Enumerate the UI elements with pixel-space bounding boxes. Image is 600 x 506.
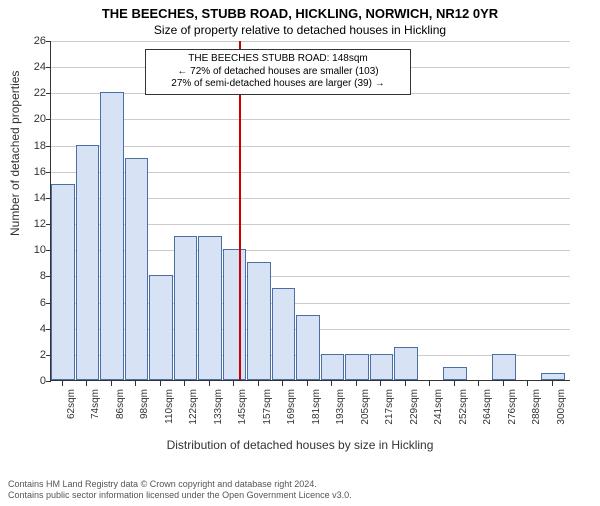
histogram-bar [541, 373, 565, 380]
x-tick-label: 169sqm [286, 389, 297, 425]
y-tick-label: 0 [16, 375, 46, 387]
histogram-bar [321, 354, 345, 380]
x-tick-label: 181sqm [311, 389, 322, 425]
y-tick-mark [46, 172, 51, 173]
y-tick-label: 18 [16, 140, 46, 152]
x-tick-label: 157sqm [262, 389, 273, 425]
y-tick-label: 16 [16, 166, 46, 178]
plot-area: THE BEECHES STUBB ROAD: 148sqm ← 72% of … [50, 41, 570, 381]
x-tick-mark [62, 381, 63, 386]
histogram-bar [149, 275, 173, 380]
grid-line [51, 119, 570, 120]
y-tick-mark [46, 119, 51, 120]
histogram-bar [125, 158, 149, 380]
x-tick-mark [356, 381, 357, 386]
histogram-bar [174, 236, 198, 380]
y-tick-label: 6 [16, 297, 46, 309]
histogram-bar [51, 184, 75, 380]
y-tick-label: 10 [16, 244, 46, 256]
histogram-bar [296, 315, 320, 380]
histogram-bar [370, 354, 394, 380]
x-tick-label: 62sqm [66, 389, 77, 419]
x-tick-mark [258, 381, 259, 386]
x-tick-mark [184, 381, 185, 386]
y-tick-mark [46, 67, 51, 68]
y-tick-label: 24 [16, 61, 46, 73]
x-tick-mark [527, 381, 528, 386]
x-tick-label: 217sqm [384, 389, 395, 425]
x-tick-mark [160, 381, 161, 386]
x-tick-label: 74sqm [90, 389, 101, 419]
x-tick-label: 110sqm [164, 389, 175, 424]
x-tick-label: 252sqm [458, 389, 469, 425]
x-tick-label: 241sqm [433, 389, 444, 425]
x-tick-mark [331, 381, 332, 386]
x-tick-mark [86, 381, 87, 386]
x-tick-mark [552, 381, 553, 386]
x-tick-label: 133sqm [213, 389, 224, 425]
y-tick-label: 12 [16, 218, 46, 230]
y-tick-mark [46, 381, 51, 382]
x-tick-label: 300sqm [556, 389, 567, 425]
histogram-bar [100, 92, 124, 380]
histogram-bar [223, 249, 247, 380]
histogram-bar [492, 354, 516, 380]
x-tick-label: 205sqm [360, 389, 371, 425]
histogram-chart: THE BEECHES STUBB ROAD: 148sqm ← 72% of … [50, 41, 570, 411]
x-tick-label: 86sqm [115, 389, 126, 419]
histogram-bar [272, 288, 296, 380]
y-tick-label: 26 [16, 35, 46, 47]
x-tick-label: 193sqm [335, 389, 346, 425]
y-tick-mark [46, 41, 51, 42]
footer-line1: Contains HM Land Registry data © Crown c… [8, 479, 352, 491]
grid-line [51, 41, 570, 42]
x-axis-label: Distribution of detached houses by size … [0, 438, 600, 452]
histogram-bar [345, 354, 369, 380]
x-tick-mark [478, 381, 479, 386]
y-tick-mark [46, 146, 51, 147]
y-tick-label: 2 [16, 349, 46, 361]
histogram-bar [394, 347, 418, 380]
x-tick-mark [111, 381, 112, 386]
histogram-bar [247, 262, 271, 380]
grid-line [51, 146, 570, 147]
x-tick-mark [503, 381, 504, 386]
y-tick-label: 4 [16, 323, 46, 335]
footer-line2: Contains public sector information licen… [8, 490, 352, 502]
x-tick-mark [454, 381, 455, 386]
x-tick-label: 264sqm [482, 389, 493, 425]
x-tick-label: 276sqm [507, 389, 518, 425]
x-tick-label: 145sqm [237, 389, 248, 425]
x-tick-mark [429, 381, 430, 386]
page-title-address: THE BEECHES, STUBB ROAD, HICKLING, NORWI… [0, 6, 600, 21]
annotation-line3: 27% of semi-detached houses are larger (… [152, 78, 404, 91]
x-tick-mark [135, 381, 136, 386]
annotation-line2: ← 72% of detached houses are smaller (10… [152, 66, 404, 79]
x-tick-label: 122sqm [188, 389, 199, 425]
annotation-box: THE BEECHES STUBB ROAD: 148sqm ← 72% of … [145, 49, 411, 95]
x-tick-label: 288sqm [531, 389, 542, 425]
y-tick-label: 20 [16, 113, 46, 125]
histogram-bar [443, 367, 467, 380]
y-tick-label: 14 [16, 192, 46, 204]
histogram-bar [198, 236, 222, 380]
footer-attribution: Contains HM Land Registry data © Crown c… [8, 479, 352, 502]
x-tick-mark [282, 381, 283, 386]
annotation-line1: THE BEECHES STUBB ROAD: 148sqm [152, 53, 404, 66]
y-tick-label: 22 [16, 87, 46, 99]
x-tick-label: 229sqm [409, 389, 420, 425]
x-tick-label: 98sqm [139, 389, 150, 419]
x-tick-mark [209, 381, 210, 386]
y-tick-mark [46, 93, 51, 94]
x-tick-mark [307, 381, 308, 386]
page-subtitle: Size of property relative to detached ho… [0, 23, 600, 37]
histogram-bar [76, 145, 100, 380]
y-tick-label: 8 [16, 270, 46, 282]
x-tick-mark [405, 381, 406, 386]
x-tick-mark [380, 381, 381, 386]
x-tick-mark [233, 381, 234, 386]
